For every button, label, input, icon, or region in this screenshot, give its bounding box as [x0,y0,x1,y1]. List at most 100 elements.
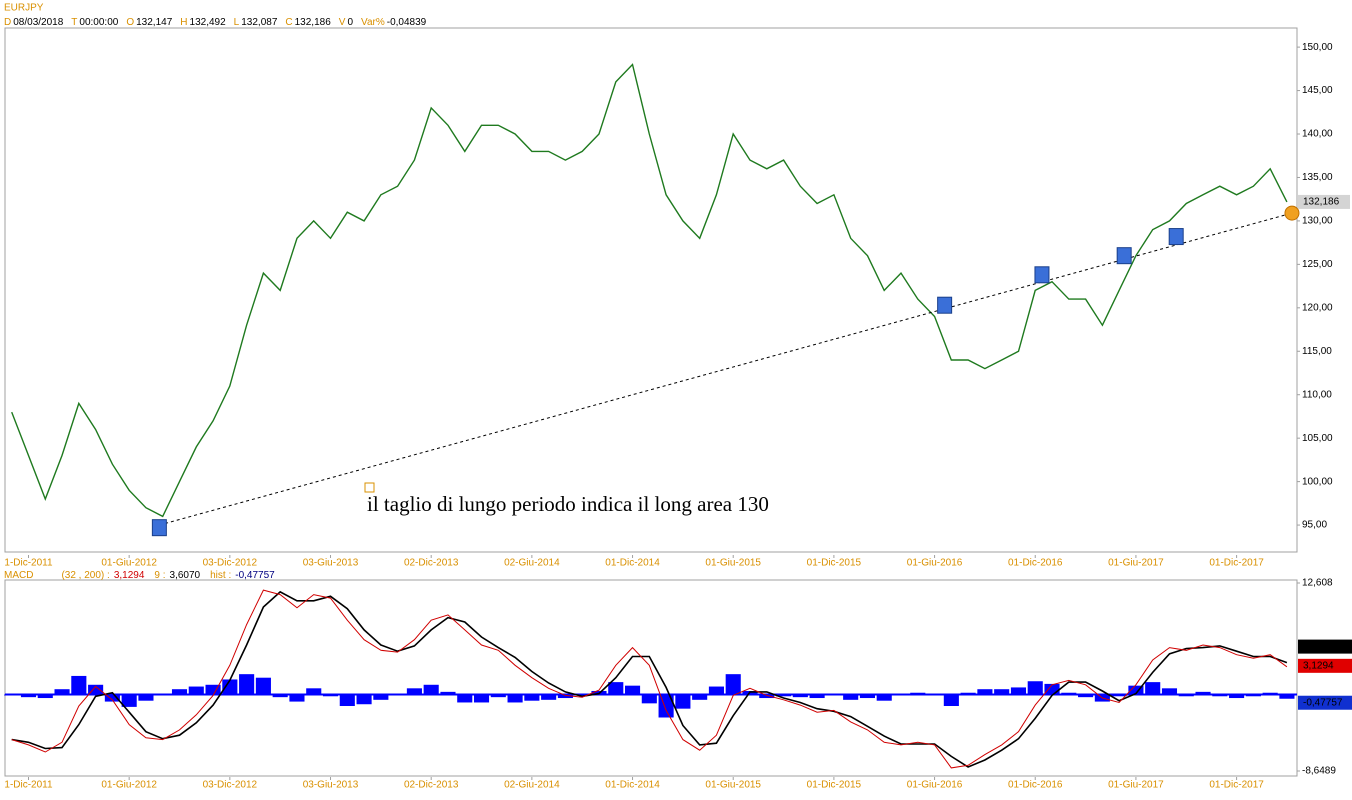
hist-bar [876,694,892,701]
field-key: V [339,17,346,28]
x-tick-label: 01-Dic-2014 [605,558,660,569]
hist-bar [708,686,724,695]
legend-value: -0,47757 [235,570,275,581]
hist-bar [88,684,104,695]
hist-bar [859,694,876,699]
y-tick-label: 150,00 [1302,42,1333,53]
field-key: O [126,17,134,28]
hist-bar [541,694,557,700]
hist-bar [809,694,825,699]
x-tick-label: 01-Dic-2016 [1008,558,1063,569]
value-tag: 3,1294 [1303,660,1334,671]
legend-value: 3,6070 [170,570,201,581]
hist-bar [1078,694,1094,698]
y-tick-label: 12,608 [1302,578,1333,589]
hist-bar [1027,681,1043,695]
field-key: D [4,17,11,28]
y-tick-label: 140,00 [1302,129,1333,140]
hist-bar [977,689,993,695]
hist-bar [1229,694,1245,699]
hist-bar [121,694,137,707]
field-key: L [234,17,240,28]
x-tick-label: 03-Giu-2013 [303,780,359,791]
x-tick-label: 02-Dic-2013 [404,780,459,791]
hist-bar [239,674,255,695]
price-tag: 132,186 [1303,197,1340,208]
value-tag: -0,47757 [1303,697,1343,708]
annotation-anchor [364,482,375,493]
hist-bar [457,694,473,703]
field-value: 00:00:00 [79,17,118,28]
x-tick-label: 1-Dic-2011 [4,558,53,569]
hist-bar [692,694,708,700]
hist-bar [356,694,372,705]
x-tick-label: 01-Giu-2015 [705,780,761,791]
hist-bar [843,694,859,700]
x-tick-label: 01-Dic-2017 [1209,780,1264,791]
x-tick-label: 01-Giu-2017 [1108,558,1164,569]
field-value: 08/03/2018 [13,17,63,28]
field-key: T [71,17,77,28]
hist-bar [1128,685,1144,695]
hist-bar [406,688,422,695]
marker [937,296,953,314]
field-value: 132,087 [241,17,278,28]
hist-bar [507,694,523,703]
header-fields: D 08/03/2018 T 00:00:00 O 132,147 H 132,492 L 132… [4,17,427,28]
x-tick-label: 02-Dic-2013 [404,558,459,569]
x-tick-label: 01-Dic-2015 [807,780,862,791]
hist-bar [339,694,355,707]
value-tag: 3,6070 [1303,641,1334,652]
trendline [159,212,1293,526]
x-tick-label: 03-Dic-2012 [203,780,258,791]
hist-bar [1279,694,1295,699]
hist-bar [205,684,221,695]
hist-bar [1010,687,1027,695]
hist-bar [37,694,53,699]
hist-bar [20,694,37,698]
value-tag-bg [1298,695,1352,710]
legend-name: hist : [210,570,231,581]
marker [151,519,167,537]
legend-value: 3,1294 [114,570,145,581]
macd-panel-frame [4,579,1298,777]
x-tick-label: 01-Giu-2017 [1108,780,1164,791]
hist-bar [138,694,154,701]
hist-bar [473,694,490,703]
hist-bar [1195,691,1211,695]
y-tick-label: 120,00 [1302,302,1333,313]
value-tag-bg [1298,658,1352,673]
hist-bar [1145,682,1161,695]
field-key: C [285,17,292,28]
hist-bar [608,682,624,695]
hist-bar [54,689,70,695]
hist-bar [994,689,1010,695]
hist-bar [222,679,238,695]
x-tick-label: 01-Giu-2012 [101,558,157,569]
trend-end [1284,205,1300,221]
hist-bar [171,689,188,695]
x-tick-label: 02-Giu-2014 [504,780,560,791]
legend-name: 9 : [154,570,165,581]
hist-bar [306,688,322,695]
y-tick-label: 130,00 [1302,216,1333,227]
x-tick-label: 03-Dic-2012 [203,558,258,569]
hist-bar [188,686,204,695]
y-tick-label: 105,00 [1302,433,1333,444]
x-tick-label: 1-Dic-2011 [4,780,53,791]
y-tick-label: -8,6489 [1302,766,1336,777]
price-tag-bg [1298,194,1350,209]
field-value: 132,147 [136,17,173,28]
x-tick-label: 01-Giu-2016 [907,780,963,791]
y-tick-label: 110,00 [1302,389,1332,400]
y-tick-label: 135,00 [1302,172,1333,183]
y-tick-label: 100,00 [1302,476,1333,487]
hist-bar [71,675,87,695]
hist-bar [440,691,456,695]
hist-bar [943,694,959,707]
x-tick-label: 01-Dic-2014 [605,780,660,791]
marker [1168,228,1184,246]
x-tick-label: 01-Giu-2015 [705,558,761,569]
